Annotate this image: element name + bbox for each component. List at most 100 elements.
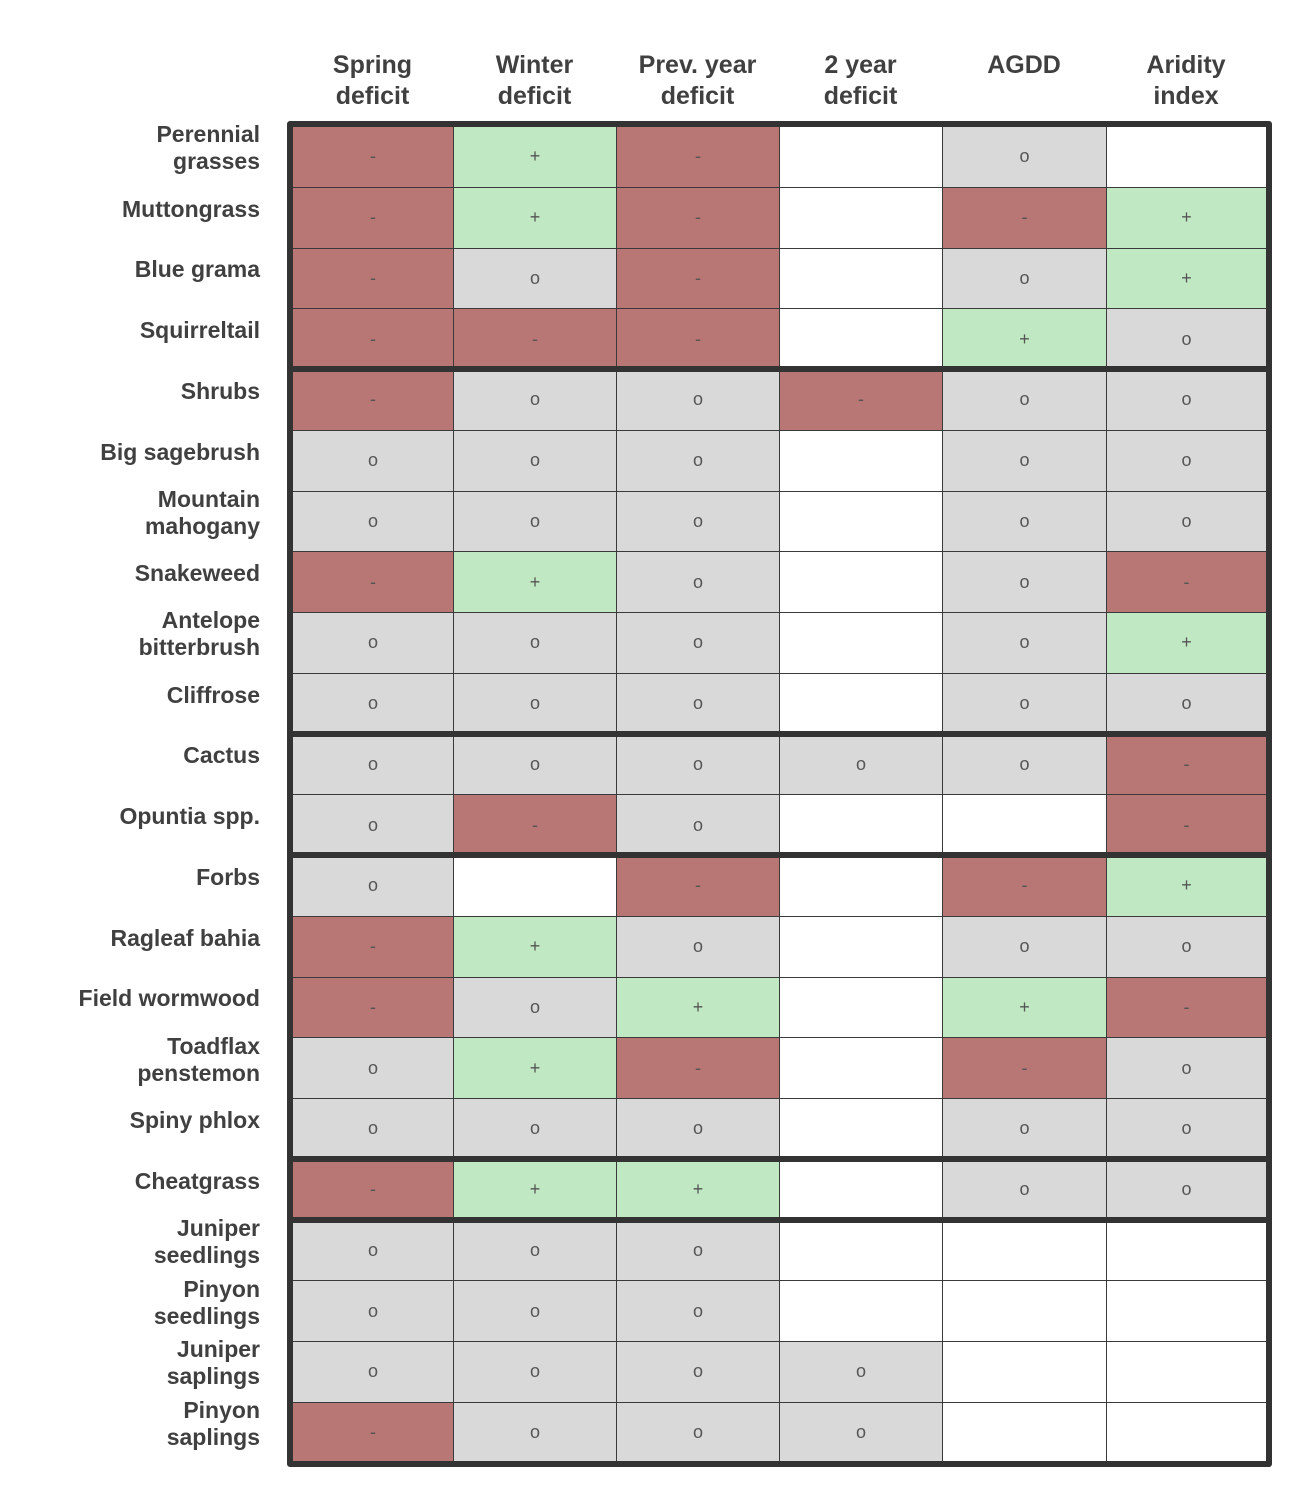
table-cell [779, 976, 943, 1039]
table-cell: o [942, 612, 1107, 674]
table-cell [779, 490, 943, 553]
table-cell: o [942, 429, 1107, 492]
row-label: Forbs [196, 863, 260, 890]
table-cell: o [292, 672, 454, 735]
table-cell: + [453, 915, 617, 978]
row-label: Toadflax penstemon [137, 1032, 260, 1086]
table-cell: o [616, 915, 780, 978]
row-label: Cliffrose [166, 681, 260, 708]
table-cell: - [616, 126, 780, 188]
table-cell [779, 1158, 943, 1221]
column-header: Aridity index [1146, 51, 1226, 110]
table-cell: - [292, 369, 454, 431]
table-cell: o [616, 794, 780, 856]
column-header: Spring deficit [332, 51, 413, 110]
table-cell: o [616, 1341, 780, 1403]
row-label: Antelope bitterbrush [138, 607, 260, 661]
table-cell: o [779, 1341, 943, 1403]
table-cell: o [453, 1401, 617, 1464]
table-cell: o [292, 490, 454, 553]
table-cell: o [616, 1280, 780, 1342]
table-cell [779, 855, 943, 917]
table-cell: o [616, 612, 780, 674]
table-cell [779, 672, 943, 735]
table-cell: o [453, 672, 617, 735]
table-cell: o [1106, 672, 1267, 735]
table-cell: o [942, 490, 1107, 553]
table-cell [779, 915, 943, 978]
table-cell: - [292, 308, 454, 370]
table-cell: o [942, 247, 1107, 310]
table-cell: o [453, 976, 617, 1039]
table-cell: o [453, 1098, 617, 1160]
table-cell: o [942, 126, 1107, 188]
row-label: Perennial grasses [156, 121, 260, 175]
table-cell: - [616, 308, 780, 370]
table-cell: + [453, 126, 617, 188]
table-cell: + [616, 1158, 780, 1221]
row-label: Blue grama [134, 256, 260, 283]
column-header: AGDD [987, 51, 1061, 79]
row-label: Mountain mahogany [144, 485, 260, 539]
table-cell: o [292, 1341, 454, 1403]
table-cell: - [292, 186, 454, 249]
table-cell: o [292, 429, 454, 492]
row-label: Field wormwood [78, 985, 260, 1012]
table-cell: o [942, 369, 1107, 431]
table-cell: - [942, 186, 1107, 249]
table-cell: - [292, 976, 454, 1039]
table-cell: - [942, 1037, 1107, 1099]
table-cell: o [292, 1037, 454, 1099]
row-label: Juniper saplings [166, 1336, 260, 1390]
table-cell: - [616, 247, 780, 310]
table-cell [1106, 1219, 1267, 1282]
table-cell: - [292, 551, 454, 613]
row-label: Pinyon seedlings [153, 1275, 260, 1329]
table-cell: o [1106, 429, 1267, 492]
table-cell: - [942, 855, 1107, 917]
row-label: Pinyon saplings [166, 1397, 260, 1451]
table-cell: o [453, 247, 617, 310]
table-cell: o [942, 1158, 1107, 1221]
table-cell: o [453, 490, 617, 553]
table-cell: o [453, 429, 617, 492]
group-separator [287, 852, 1272, 858]
table-cell [779, 186, 943, 249]
table-cell: o [1106, 490, 1267, 553]
table-cell: - [292, 247, 454, 310]
table-cell [453, 855, 617, 917]
row-label: Shrubs [180, 377, 260, 404]
table-cell: o [453, 733, 617, 796]
table-cell: - [292, 126, 454, 188]
table-cell: o [292, 612, 454, 674]
table-cell: - [616, 1037, 780, 1099]
group-separator [287, 730, 1272, 737]
table-cell [942, 794, 1107, 856]
group-separator [287, 1216, 1272, 1223]
row-label: Opuntia spp. [119, 803, 260, 830]
group-separator [287, 1155, 1272, 1162]
table-cell: o [292, 794, 454, 856]
row-label: Cheatgrass [134, 1167, 260, 1194]
table-cell: + [1106, 612, 1267, 674]
table-cell [779, 429, 943, 492]
table-cell: - [1106, 794, 1267, 856]
table-cell: - [616, 855, 780, 917]
row-label: Muttongrass [122, 195, 260, 222]
table-cell: o [453, 1219, 617, 1282]
table-cell: o [779, 1401, 943, 1464]
table-cell: - [292, 1158, 454, 1221]
table-cell: o [1106, 1037, 1267, 1099]
table-cell [779, 126, 943, 188]
table-cell: + [1106, 247, 1267, 310]
table-cell: - [292, 915, 454, 978]
table-cell: o [942, 551, 1107, 613]
table-cell: - [1106, 551, 1267, 613]
table-cell: + [453, 1158, 617, 1221]
table-cell: o [292, 855, 454, 917]
table-cell: - [1106, 733, 1267, 796]
table-cell: o [1106, 369, 1267, 431]
table-cell [1106, 1280, 1267, 1342]
table-cell: + [942, 308, 1107, 370]
